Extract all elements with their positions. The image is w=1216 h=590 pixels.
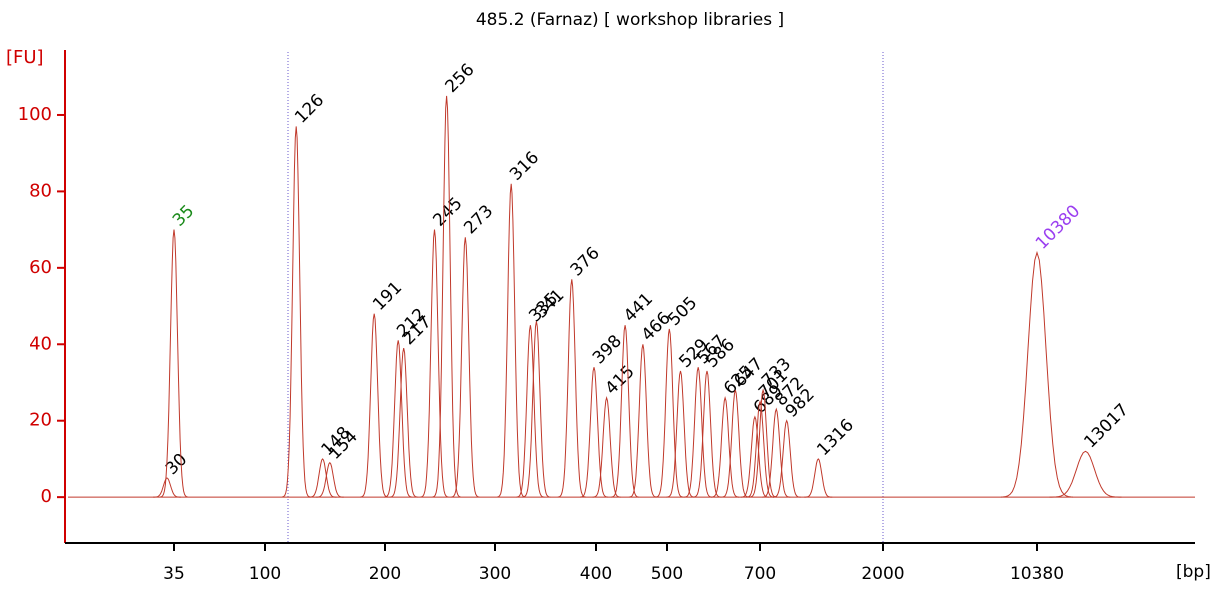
peak-label: 10380	[1032, 201, 1084, 253]
peak	[684, 367, 713, 498]
peak	[420, 229, 449, 498]
peak	[497, 183, 526, 498]
peak	[557, 279, 586, 498]
peak	[522, 321, 551, 498]
peak	[282, 126, 311, 498]
peak-label: 316	[506, 148, 543, 185]
peak-label: 415	[602, 362, 639, 399]
peak	[1000, 250, 1074, 498]
peak	[315, 461, 344, 498]
peak-label: 273	[460, 201, 497, 238]
x-tick-label: 100	[249, 564, 281, 584]
peak	[611, 325, 640, 498]
y-tick-label: 60	[29, 257, 52, 278]
peak	[692, 370, 722, 498]
peak	[746, 399, 775, 498]
peak	[579, 367, 609, 498]
y-tick-label: 80	[29, 180, 52, 201]
peak	[749, 388, 778, 498]
peak	[516, 325, 545, 498]
x-tick-label: 2000	[861, 564, 904, 584]
peak	[1049, 450, 1122, 498]
peak-label: 35	[169, 201, 198, 230]
x-tick-label: 35	[163, 564, 185, 584]
peak	[360, 313, 389, 498]
y-axis-label: [FU]	[6, 47, 44, 68]
peak-label: 398	[589, 331, 626, 368]
y-tick-label: 100	[18, 104, 52, 125]
peak-label: 376	[567, 243, 604, 280]
peak	[762, 407, 791, 498]
x-tick-label: 700	[744, 564, 776, 584]
peak-label: 13017	[1080, 400, 1132, 452]
peak-label: 126	[291, 90, 328, 127]
peak	[592, 395, 621, 498]
peak	[772, 419, 801, 498]
peak	[721, 389, 750, 498]
y-tick-label: 0	[41, 486, 52, 507]
x-tick-label: 400	[580, 564, 612, 584]
peak	[666, 370, 695, 498]
peak	[384, 340, 413, 498]
peak	[655, 328, 684, 498]
peak	[711, 395, 740, 498]
peak-label: 191	[369, 278, 406, 315]
peak-label: 256	[442, 60, 479, 97]
x-tick-label: 300	[479, 564, 511, 584]
chart-title: 485.2 (Farnaz) [ workshop libraries ]	[476, 10, 784, 30]
peak	[432, 95, 461, 498]
peak	[628, 344, 657, 498]
peak	[153, 477, 181, 498]
peak	[159, 229, 189, 498]
peak	[389, 348, 418, 498]
y-tick-label: 20	[29, 410, 52, 431]
peak	[740, 415, 769, 498]
x-tick-label: 200	[369, 564, 401, 584]
y-tick-label: 40	[29, 333, 52, 354]
x-tick-label: 500	[651, 564, 683, 584]
x-axis-label: [bp]	[1176, 562, 1211, 582]
peak	[451, 237, 480, 498]
peak-label: 1316	[813, 415, 858, 460]
peak	[804, 458, 833, 498]
peak	[308, 458, 337, 498]
x-tick-label: 10380	[1010, 564, 1064, 584]
